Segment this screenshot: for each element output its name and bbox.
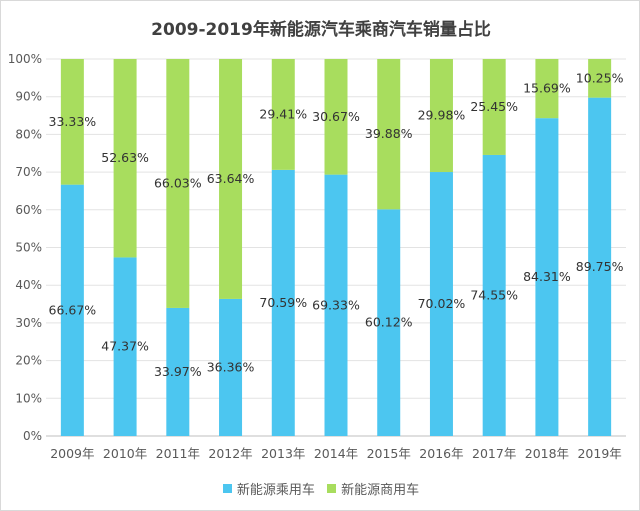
y-tick-label: 80% <box>15 127 42 141</box>
x-tick-label: 2014年 <box>314 446 358 461</box>
bar-passenger <box>535 118 559 436</box>
y-tick-label: 100% <box>8 52 42 66</box>
legend-swatch <box>222 484 232 493</box>
legend-label: 新能源商用车 <box>341 483 420 498</box>
data-label: 63.64% <box>207 171 255 186</box>
bar-commercial <box>219 59 243 299</box>
bar-commercial <box>113 59 137 258</box>
bar-passenger <box>166 307 190 436</box>
data-label: 30.67% <box>312 109 360 124</box>
data-label: 74.55% <box>470 287 518 302</box>
x-tick-label: 2012年 <box>208 446 252 461</box>
data-label: 33.97% <box>154 364 202 379</box>
bar-commercial <box>166 59 190 308</box>
data-label: 66.67% <box>49 302 97 317</box>
bar-passenger <box>429 172 453 436</box>
bar-passenger <box>271 169 295 436</box>
data-label: 15.69% <box>523 81 571 96</box>
bar-passenger <box>113 257 137 436</box>
data-label: 10.25% <box>576 70 624 85</box>
bar-commercial <box>429 59 453 173</box>
legend-swatch <box>327 484 337 493</box>
bar-commercial <box>60 59 84 185</box>
data-label: 25.45% <box>470 99 518 114</box>
x-tick-label: 2018年 <box>525 446 569 461</box>
y-tick-label: 70% <box>15 165 42 179</box>
data-label: 89.75% <box>576 259 624 274</box>
bar-commercial <box>271 59 295 170</box>
y-tick-label: 10% <box>15 391 42 405</box>
bar-passenger <box>588 97 612 436</box>
data-label: 60.12% <box>365 315 413 330</box>
x-tick-label: 2010年 <box>103 446 147 461</box>
data-label: 70.59% <box>259 295 307 310</box>
y-tick-label: 20% <box>15 354 42 368</box>
data-label: 70.02% <box>418 296 466 311</box>
bar-passenger <box>482 154 506 436</box>
bar-passenger <box>60 184 84 436</box>
bar-commercial <box>482 59 506 155</box>
y-tick-label: 60% <box>15 203 42 217</box>
legend-item: 新能源乘用车 <box>222 479 315 498</box>
bar-passenger <box>324 174 348 436</box>
data-label: 52.63% <box>101 150 149 165</box>
data-label: 29.41% <box>259 106 307 121</box>
chart-title: 2009-2019年新能源汽车乘商汽车销量占比 <box>151 20 491 40</box>
y-tick-label: 30% <box>15 316 42 330</box>
x-tick-label: 2015年 <box>367 446 411 461</box>
data-label: 84.31% <box>523 269 571 284</box>
bar-commercial <box>588 59 612 98</box>
data-label: 66.03% <box>154 175 202 190</box>
x-tick-label: 2017年 <box>472 446 516 461</box>
data-label: 36.36% <box>207 359 255 374</box>
x-tick-label: 2011年 <box>156 446 200 461</box>
x-tick-label: 2016年 <box>419 446 463 461</box>
legend-item: 新能源商用车 <box>327 479 419 498</box>
y-tick-label: 40% <box>15 278 42 292</box>
data-label: 29.98% <box>418 108 466 123</box>
bar-commercial <box>377 59 401 210</box>
bar-commercial <box>324 59 348 175</box>
y-tick-label: 90% <box>15 90 42 104</box>
x-tick-label: 2009年 <box>50 446 94 461</box>
legend-label: 新能源乘用车 <box>236 483 315 498</box>
data-label: 69.33% <box>312 297 360 312</box>
y-tick-label: 50% <box>15 241 42 255</box>
data-label: 33.33% <box>49 114 97 129</box>
x-tick-label: 2019年 <box>577 446 621 461</box>
bar-commercial <box>535 59 559 119</box>
y-tick-label: 0% <box>23 429 42 443</box>
bar-passenger <box>377 209 401 436</box>
bar-passenger <box>219 298 243 436</box>
data-label: 47.37% <box>101 339 149 354</box>
x-tick-label: 2013年 <box>261 446 305 461</box>
data-label: 39.88% <box>365 126 413 141</box>
legend: 新能源乘用车 新能源商用车 <box>1 479 639 498</box>
